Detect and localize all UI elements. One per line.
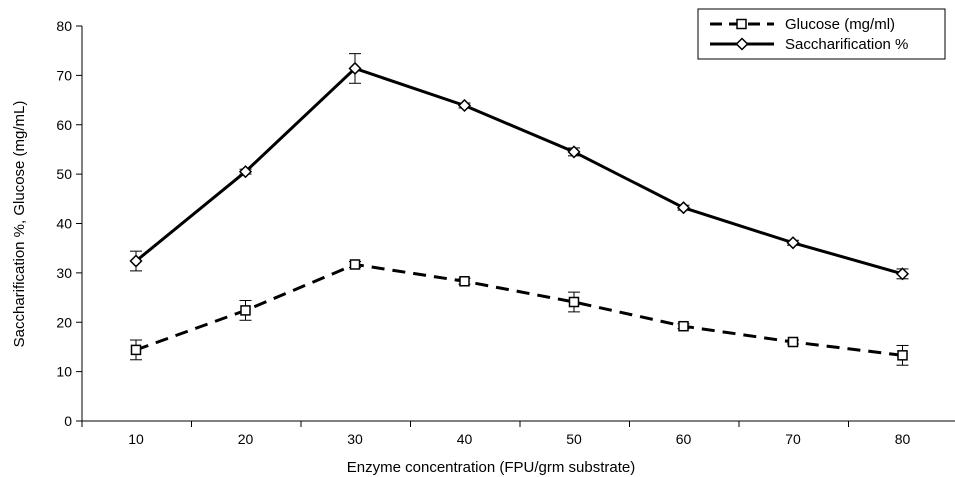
data-point (786, 236, 800, 250)
y-tick-label: 10 (56, 364, 72, 380)
data-point (457, 98, 472, 113)
series-layer (129, 53, 910, 366)
series-glucose (130, 259, 909, 366)
data-point (678, 320, 689, 332)
data-point (348, 61, 362, 76)
x-axis-title: Enzyme concentration (FPU/grm substrate) (347, 459, 635, 476)
series-line (135, 66, 903, 276)
x-tick-label: 60 (676, 431, 692, 447)
data-point (238, 165, 253, 179)
data-point (130, 344, 142, 356)
data-point (349, 259, 361, 270)
series-line (135, 262, 903, 357)
y-tick-label: 50 (56, 166, 72, 182)
y-tick-label: 30 (56, 265, 72, 281)
x-tick-label: 50 (566, 431, 582, 447)
legend-sacch-marker (735, 37, 749, 51)
x-tick-label: 30 (347, 431, 363, 447)
legend-glucose-label: Glucose (mg/ml) (785, 16, 895, 33)
data-point (567, 145, 581, 159)
legend: Glucose (mg/ml) Saccharification % (697, 8, 946, 60)
x-tick-label: 40 (457, 431, 473, 447)
legend-glucose-marker (736, 18, 747, 30)
y-tick-label: 70 (56, 67, 72, 83)
data-point (897, 350, 908, 361)
data-point (240, 305, 251, 316)
data-point (895, 267, 910, 281)
y-tick-label: 40 (56, 216, 72, 232)
y-tick-label: 80 (56, 18, 72, 34)
legend-sacch-label: Saccharification % (785, 36, 908, 53)
y-axis-title: Saccharification %, Glucose (mg/mL) (11, 101, 28, 348)
y-tick-label: 0 (64, 413, 72, 429)
y-tick-label: 20 (56, 314, 72, 330)
data-point (568, 296, 580, 308)
x-tick-label: 20 (238, 431, 254, 447)
x-tick-label: 80 (895, 431, 911, 447)
axes: 0 10 20 30 40 50 60 70 80 10 20 30 40 50 60 70 80 (56, 18, 955, 447)
data-point (459, 276, 470, 287)
x-tick-label: 70 (785, 431, 801, 447)
legend-box (697, 8, 946, 60)
y-tick-label: 60 (56, 117, 72, 133)
series-saccharification (129, 53, 910, 281)
data-point (676, 201, 691, 215)
data-point (787, 336, 799, 348)
x-tick-label: 10 (128, 431, 144, 447)
data-point (129, 254, 143, 268)
